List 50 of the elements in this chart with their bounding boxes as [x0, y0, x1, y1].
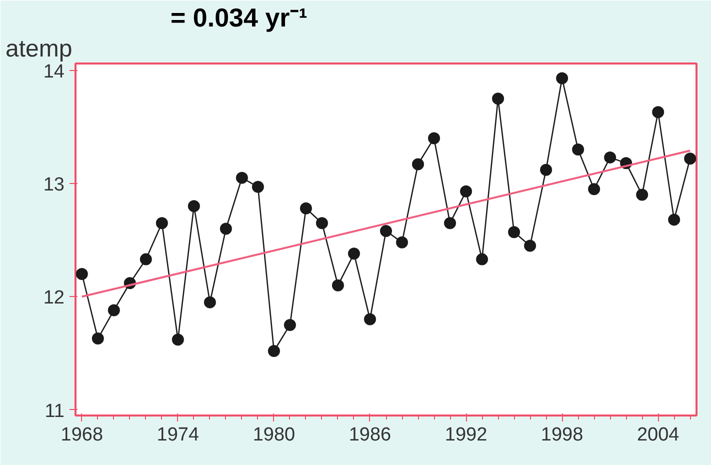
point [108, 304, 120, 316]
point [460, 185, 472, 198]
x-tick-label: 2004 [636, 424, 680, 446]
point [268, 344, 280, 357]
x-tick-label: 1974 [156, 424, 200, 446]
point [348, 248, 360, 260]
point [236, 172, 248, 184]
point [556, 72, 568, 84]
y-axis-title: atemp [6, 36, 72, 62]
point [508, 226, 520, 238]
x-tick-label: 1998 [540, 424, 584, 446]
point [188, 200, 200, 212]
point [332, 279, 344, 292]
x-tick-label: 1980 [252, 424, 296, 446]
point [492, 92, 504, 105]
point [76, 268, 88, 280]
y-tick-label: 11 [44, 400, 65, 422]
point [476, 253, 488, 266]
point [252, 180, 264, 193]
point [444, 217, 456, 230]
point [140, 253, 152, 266]
point [396, 236, 408, 248]
point [172, 334, 184, 346]
point [284, 318, 296, 331]
point [204, 296, 216, 308]
x-tick-label: 1992 [444, 424, 488, 446]
point [588, 183, 600, 196]
point [300, 202, 312, 214]
point [636, 188, 648, 201]
point [524, 240, 536, 252]
y-tick-label: 14 [43, 61, 65, 82]
point [604, 151, 616, 164]
y-tick-label: 12 [43, 288, 65, 309]
text: = 0.034 yr⁻¹ [170, 2, 308, 32]
point [684, 152, 696, 165]
point [156, 217, 168, 230]
point [380, 225, 392, 237]
x-tick-label: 1968 [60, 424, 104, 446]
point [572, 144, 584, 156]
point [652, 106, 664, 118]
point [92, 332, 104, 345]
point [364, 313, 376, 326]
y-tick-label: 13 [43, 174, 65, 196]
point [668, 214, 680, 226]
point [540, 164, 552, 176]
point [220, 222, 232, 235]
x-tick-label: 1986 [348, 424, 392, 446]
point [428, 132, 440, 144]
point [412, 158, 424, 170]
point [316, 217, 328, 230]
